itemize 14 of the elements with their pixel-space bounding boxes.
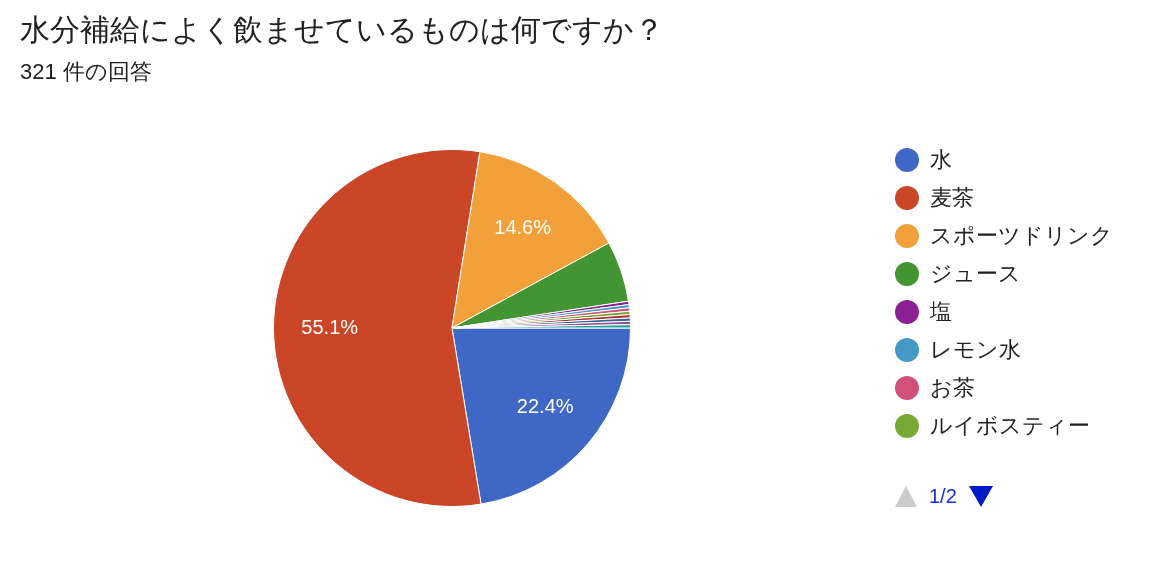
legend-label: ジュース: [930, 260, 1021, 288]
text: 1/2: [929, 484, 957, 509]
legend-label: 水: [930, 146, 952, 174]
legend-label: 塩: [930, 298, 952, 326]
chart-title: 水分補給によく飲ませているものは何ですか？: [20, 12, 664, 48]
data-label: 14.6%: [494, 215, 552, 238]
legend-label: レモン水: [930, 336, 1021, 364]
legend-label: スポーツドリンク: [930, 222, 1113, 250]
data-label: 55.1%: [301, 315, 359, 338]
data-label: 22.4%: [516, 394, 574, 417]
legend-label: 麦茶: [930, 184, 974, 212]
text: 321 件の回答: [20, 58, 152, 86]
legend-label: お茶: [930, 374, 975, 402]
legend-label: ルイボスティー: [930, 412, 1090, 440]
